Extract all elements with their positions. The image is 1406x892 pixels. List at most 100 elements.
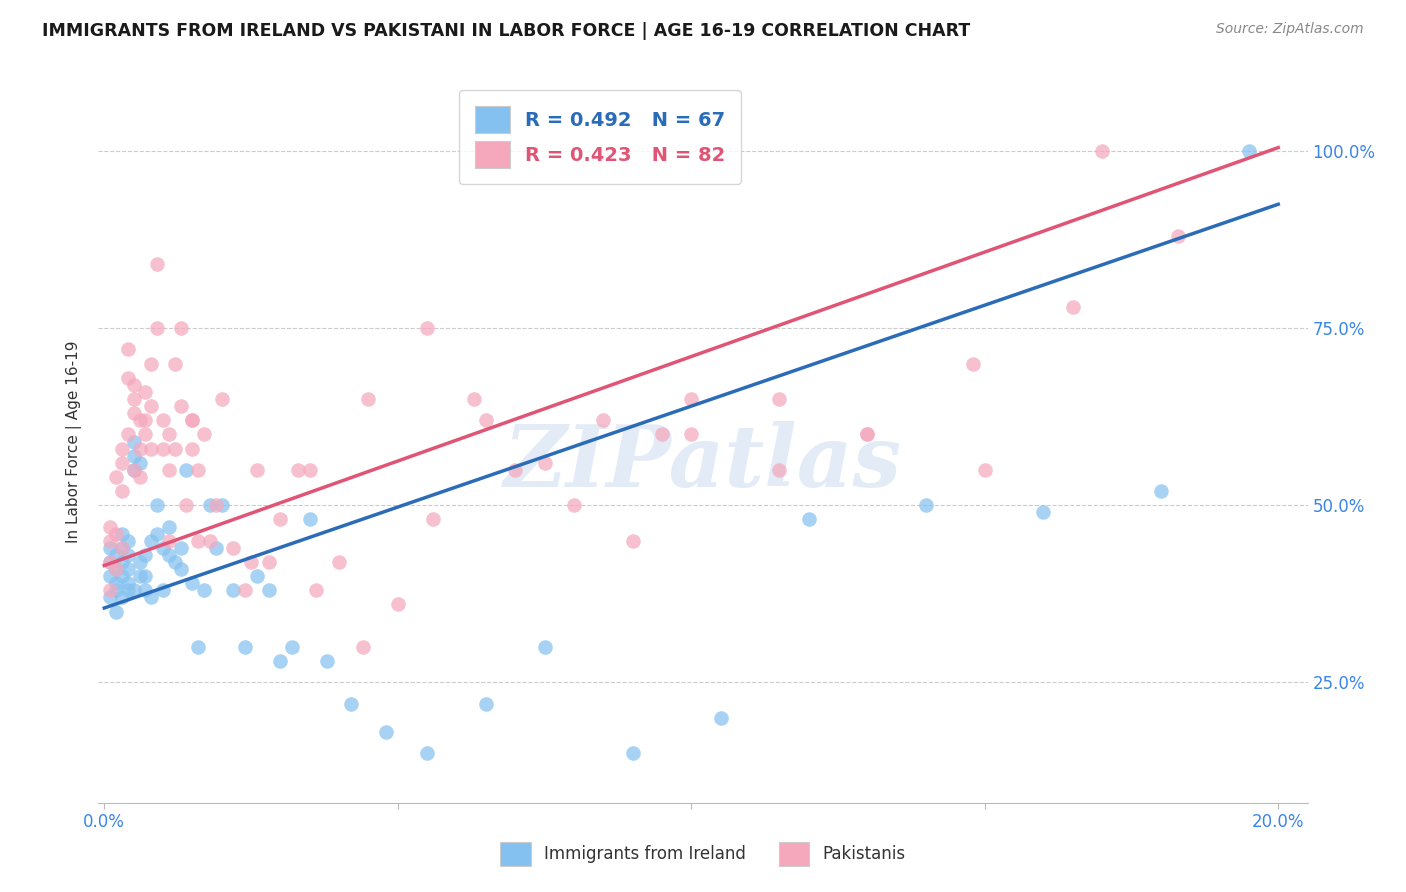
- Point: [98, 591, 121, 605]
- Text: ZIPatlas: ZIPatlas: [503, 421, 903, 505]
- Point: [187, 640, 209, 654]
- Point: [768, 392, 790, 406]
- Point: [146, 321, 169, 335]
- Point: [98, 583, 121, 598]
- Point: [304, 583, 326, 598]
- Point: [122, 377, 145, 392]
- Point: [98, 519, 121, 533]
- Point: [340, 697, 363, 711]
- Point: [152, 413, 174, 427]
- Point: [146, 257, 169, 271]
- Point: [98, 555, 121, 569]
- Point: [211, 392, 233, 406]
- Point: [193, 583, 215, 598]
- Point: [117, 371, 139, 385]
- Point: [146, 526, 169, 541]
- Point: [111, 541, 134, 555]
- Point: [122, 392, 145, 406]
- Point: [416, 321, 439, 335]
- Point: [152, 583, 174, 598]
- Point: [856, 427, 879, 442]
- Point: [105, 526, 128, 541]
- Point: [122, 463, 145, 477]
- Point: [681, 427, 703, 442]
- Point: [98, 569, 121, 583]
- Point: [1150, 484, 1173, 499]
- Point: [117, 533, 139, 548]
- Point: [111, 555, 134, 569]
- Point: [117, 427, 139, 442]
- Point: [181, 413, 204, 427]
- Point: [105, 548, 128, 562]
- Point: [176, 498, 198, 512]
- Point: [163, 442, 186, 456]
- Point: [357, 392, 380, 406]
- Point: [233, 583, 256, 598]
- Point: [387, 598, 409, 612]
- Point: [1062, 300, 1084, 314]
- Point: [592, 413, 614, 427]
- Point: [1167, 229, 1189, 244]
- Point: [134, 413, 156, 427]
- Point: [111, 456, 134, 470]
- Point: [352, 640, 374, 654]
- Point: [768, 463, 790, 477]
- Point: [169, 321, 191, 335]
- Point: [111, 591, 134, 605]
- Point: [181, 413, 204, 427]
- Point: [422, 512, 444, 526]
- Point: [233, 640, 256, 654]
- Point: [141, 591, 163, 605]
- Point: [475, 413, 498, 427]
- Point: [98, 541, 121, 555]
- Text: Source: ZipAtlas.com: Source: ZipAtlas.com: [1216, 22, 1364, 37]
- Point: [157, 463, 180, 477]
- Point: [122, 434, 145, 449]
- Point: [475, 697, 498, 711]
- Point: [105, 562, 128, 576]
- Point: [621, 746, 644, 760]
- Point: [163, 357, 186, 371]
- Point: [1091, 144, 1114, 158]
- Point: [105, 605, 128, 619]
- Point: [287, 463, 309, 477]
- Point: [105, 576, 128, 591]
- Point: [157, 427, 180, 442]
- Point: [463, 392, 485, 406]
- Point: [710, 711, 733, 725]
- Point: [246, 569, 269, 583]
- Point: [416, 746, 439, 760]
- Point: [198, 533, 221, 548]
- Point: [621, 533, 644, 548]
- Point: [269, 654, 291, 668]
- Point: [134, 583, 156, 598]
- Point: [122, 463, 145, 477]
- Point: [257, 583, 280, 598]
- Point: [105, 562, 128, 576]
- Point: [122, 449, 145, 463]
- Point: [222, 583, 245, 598]
- Point: [117, 343, 139, 357]
- Point: [141, 399, 163, 413]
- Point: [222, 541, 245, 555]
- Point: [328, 555, 350, 569]
- Point: [141, 442, 163, 456]
- Point: [503, 463, 526, 477]
- Point: [98, 533, 121, 548]
- Point: [117, 576, 139, 591]
- Point: [163, 555, 186, 569]
- Point: [198, 498, 221, 512]
- Point: [128, 442, 150, 456]
- Point: [157, 519, 180, 533]
- Point: [973, 463, 995, 477]
- Point: [157, 533, 180, 548]
- Point: [856, 427, 879, 442]
- Point: [105, 470, 128, 484]
- Point: [111, 526, 134, 541]
- Point: [204, 541, 226, 555]
- Point: [111, 484, 134, 499]
- Legend: Immigrants from Ireland, Pakistanis: Immigrants from Ireland, Pakistanis: [492, 834, 914, 874]
- Point: [257, 555, 280, 569]
- Point: [375, 725, 398, 739]
- Point: [117, 562, 139, 576]
